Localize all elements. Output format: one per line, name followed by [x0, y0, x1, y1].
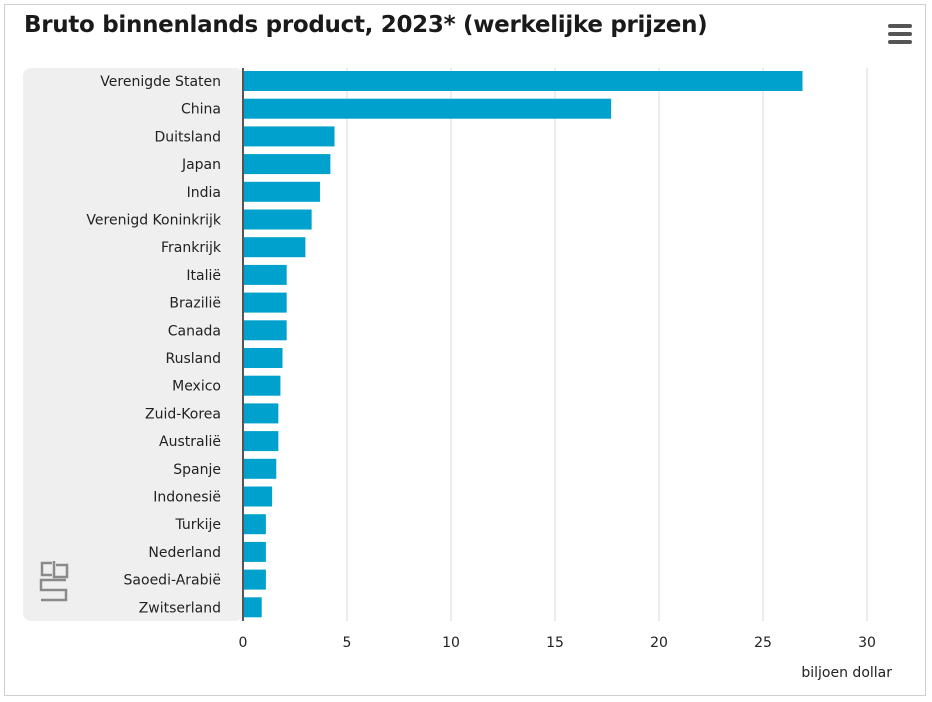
category-label: Mexico	[172, 379, 221, 395]
bar	[243, 486, 273, 507]
category-label: Australië	[159, 434, 221, 450]
bar	[243, 431, 279, 452]
bar	[243, 71, 803, 91]
category-label: Frankrijk	[161, 240, 222, 256]
x-tick-label: 30	[858, 635, 876, 651]
bar	[243, 209, 312, 230]
category-label: Canada	[168, 323, 221, 339]
x-tick-label: 25	[754, 635, 772, 651]
x-tick-label: 10	[442, 635, 460, 651]
category-label: Duitsland	[154, 129, 221, 145]
category-label: Japan	[181, 157, 221, 173]
category-label: Nederland	[148, 545, 221, 561]
bar	[243, 181, 320, 202]
bar	[243, 514, 266, 535]
category-label: India	[187, 185, 221, 201]
hamburger-menu-icon[interactable]	[886, 22, 914, 46]
category-label: Spanje	[173, 462, 221, 478]
bar	[243, 264, 287, 285]
bar	[243, 597, 262, 618]
x-tick-label: 0	[239, 635, 248, 651]
x-tick-label: 20	[650, 635, 668, 651]
category-label: Turkije	[174, 517, 221, 533]
bar	[243, 569, 266, 590]
bar	[243, 320, 287, 341]
category-label: Verenigd Koninkrijk	[86, 213, 221, 229]
category-label: Zwitserland	[139, 600, 221, 616]
category-label: Italië	[186, 268, 221, 284]
category-label: Indonesië	[153, 490, 221, 506]
x-axis-title: biljoen dollar	[801, 665, 892, 681]
category-label: China	[181, 102, 221, 118]
bar	[243, 375, 281, 396]
category-label: Brazilië	[169, 296, 221, 312]
category-label: Saoedi-Arabië	[124, 573, 221, 589]
bar	[243, 292, 287, 313]
chart-title: Bruto binnenlands product, 2023* (werkel…	[24, 12, 708, 38]
category-label: Zuid-Korea	[145, 406, 221, 422]
bar	[243, 348, 283, 368]
category-label: Rusland	[166, 351, 222, 367]
bar	[243, 541, 266, 562]
bar	[243, 458, 277, 479]
category-label: Verenigde Staten	[100, 74, 221, 90]
bar	[243, 403, 279, 424]
bar	[243, 126, 335, 147]
bar	[243, 98, 612, 119]
x-tick-label: 5	[343, 635, 352, 651]
bar	[243, 154, 331, 175]
bar	[243, 237, 306, 258]
x-tick-label: 15	[546, 635, 564, 651]
category-label-panel	[23, 68, 243, 621]
cbs-logo-icon	[39, 561, 69, 602]
